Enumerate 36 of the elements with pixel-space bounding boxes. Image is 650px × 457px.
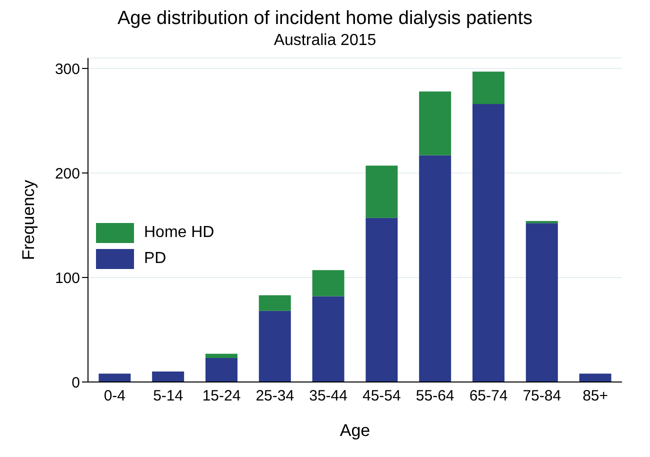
bar <box>205 358 238 382</box>
bar <box>419 155 452 382</box>
y-tick-label: 100 <box>54 270 80 287</box>
bar <box>312 296 344 382</box>
x-axis-title: Age <box>340 421 370 440</box>
chart-subtitle: Australia 2015 <box>272 32 378 50</box>
bar <box>579 374 612 382</box>
x-tick-label: 35-44 <box>309 388 348 405</box>
bar <box>258 310 291 382</box>
legend-label: PD <box>144 250 166 268</box>
bar <box>526 223 558 382</box>
x-tick-label: 0-4 <box>104 388 126 405</box>
bar <box>312 270 344 296</box>
y-tick-label: 0 <box>72 374 80 392</box>
bar <box>152 372 184 382</box>
y-tick-label: 200 <box>54 165 80 182</box>
bar <box>258 295 291 311</box>
bar <box>419 91 452 156</box>
x-tick-label: 85+ <box>582 388 608 405</box>
y-tick-label: 300 <box>54 60 80 78</box>
bar <box>472 72 504 104</box>
x-tick-label: 25-34 <box>256 388 294 405</box>
bar <box>472 104 504 382</box>
x-tick-label: 5-14 <box>153 388 184 405</box>
x-tick-label: 65-74 <box>469 388 508 405</box>
legend-label: Home HD <box>144 224 214 242</box>
x-tick-label: 15-24 <box>202 388 241 405</box>
x-tick-label: 55-64 <box>416 388 454 405</box>
bar <box>98 374 131 382</box>
y-axis-title: Frequency <box>19 179 38 260</box>
x-tick-label: 45-54 <box>362 388 401 405</box>
bar <box>366 166 398 218</box>
chart-title: Age distribution of incident home dialysis patients <box>116 8 534 30</box>
bar <box>205 354 238 358</box>
bar <box>366 218 398 382</box>
x-tick-label: 75-84 <box>522 388 562 405</box>
